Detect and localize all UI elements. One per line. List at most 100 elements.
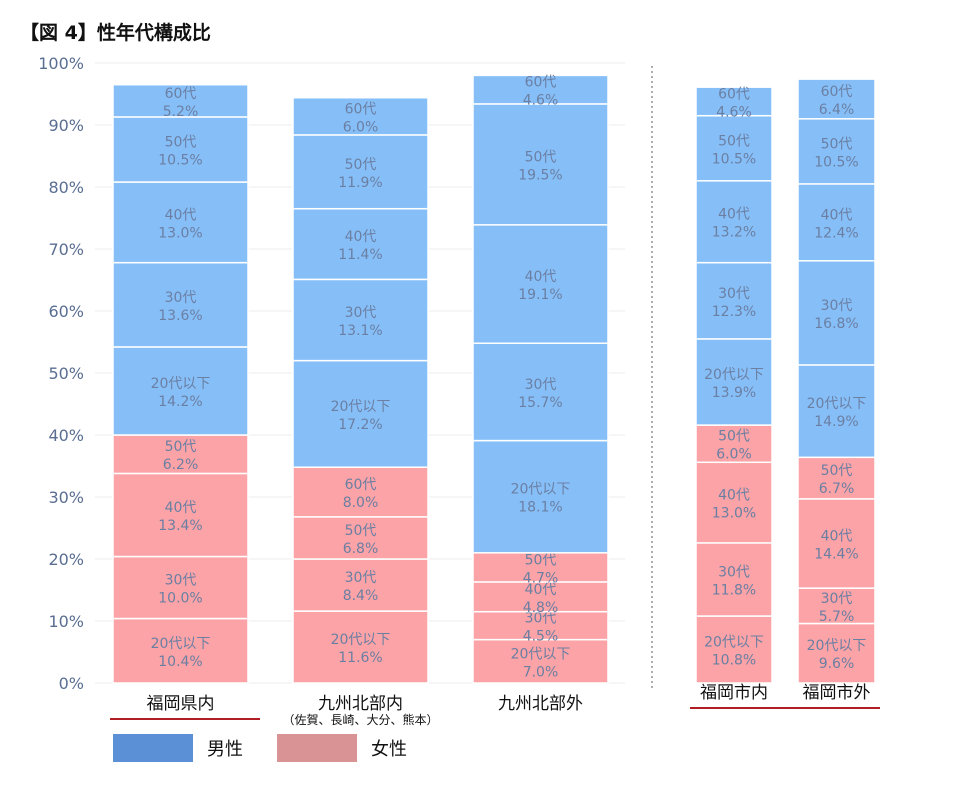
bar-segment-female bbox=[292, 466, 429, 518]
bar-segment-male bbox=[695, 180, 773, 264]
segment-value-label: 14.2% bbox=[158, 394, 202, 410]
segment-age-label: 40代 bbox=[821, 529, 853, 545]
bar-segment-female bbox=[112, 555, 249, 620]
y-tick-label: 50% bbox=[48, 364, 84, 383]
segment-value-label: 13.9% bbox=[712, 385, 756, 401]
bar-segment-male bbox=[292, 207, 429, 281]
bar-segment-male bbox=[797, 183, 876, 262]
segment-value-label: 9.6% bbox=[819, 656, 855, 672]
category-sublabel: （佐賀、長崎、大分、熊本） bbox=[282, 712, 438, 727]
bar-segment-male bbox=[292, 96, 429, 136]
segment-value-label: 7.0% bbox=[523, 664, 559, 680]
bar-segment-male bbox=[292, 278, 429, 362]
bar-segment-male bbox=[112, 346, 249, 436]
bar-segment-female bbox=[112, 472, 249, 558]
segment-value-label: 14.4% bbox=[814, 547, 858, 563]
segment-age-label: 20代以下 bbox=[151, 376, 211, 392]
segment-value-label: 4.5% bbox=[523, 629, 559, 645]
segment-value-label: 4.7% bbox=[523, 570, 559, 586]
bar-segment-female bbox=[695, 615, 773, 684]
bar-segment-female bbox=[797, 587, 876, 625]
segment-value-label: 10.8% bbox=[712, 653, 756, 669]
segment-value-label: 11.9% bbox=[338, 175, 382, 191]
segment-value-label: 8.4% bbox=[343, 588, 379, 604]
bar-segment-female bbox=[292, 516, 429, 560]
bar-segment-male bbox=[292, 134, 429, 210]
segment-age-label: 40代 bbox=[525, 582, 557, 598]
bar-segment-male bbox=[292, 359, 429, 468]
segment-value-label: 10.0% bbox=[158, 591, 202, 607]
segment-value-label: 8.0% bbox=[343, 495, 379, 511]
segment-value-label: 10.5% bbox=[712, 151, 756, 167]
segment-value-label: 13.1% bbox=[338, 323, 382, 339]
bar-segment-male bbox=[112, 261, 249, 348]
segment-age-label: 40代 bbox=[165, 207, 197, 223]
category-label: 九州北部内 bbox=[318, 694, 403, 714]
segment-age-label: 60代 bbox=[718, 86, 750, 102]
segment-age-label: 20代以下 bbox=[807, 396, 867, 412]
bar-segment-male bbox=[797, 118, 876, 185]
segment-value-label: 12.4% bbox=[814, 225, 858, 241]
segment-age-label: 50代 bbox=[718, 133, 750, 149]
bar-segment-male bbox=[695, 86, 773, 117]
segment-value-label: 13.0% bbox=[158, 225, 202, 241]
segment-value-label: 13.2% bbox=[712, 225, 756, 241]
segment-age-label: 40代 bbox=[525, 269, 557, 285]
segment-value-label: 6.0% bbox=[716, 447, 752, 463]
segment-age-label: 30代 bbox=[165, 573, 197, 589]
bar-segment-male bbox=[112, 116, 249, 183]
legend-swatch-male bbox=[113, 734, 193, 762]
y-tick-label: 10% bbox=[48, 612, 84, 631]
legend-swatch-female bbox=[277, 734, 357, 762]
segment-age-label: 40代 bbox=[345, 229, 377, 245]
segment-value-label: 4.6% bbox=[716, 104, 752, 120]
segment-value-label: 15.7% bbox=[518, 395, 562, 411]
segment-age-label: 60代 bbox=[345, 101, 377, 117]
segment-age-label: 30代 bbox=[718, 564, 750, 580]
bar-segment-male bbox=[472, 439, 609, 554]
bar-segment-female bbox=[695, 461, 773, 544]
segment-value-label: 5.7% bbox=[819, 609, 855, 625]
segment-age-label: 20代以下 bbox=[151, 636, 211, 652]
chart-title: 【図 4】性年代構成比 bbox=[20, 22, 211, 44]
segment-age-label: 30代 bbox=[345, 570, 377, 586]
segment-value-label: 19.5% bbox=[518, 167, 562, 183]
segment-age-label: 30代 bbox=[345, 305, 377, 321]
segment-age-label: 40代 bbox=[821, 207, 853, 223]
category-label: 福岡市外 bbox=[803, 683, 871, 703]
segment-age-label: 40代 bbox=[718, 207, 750, 223]
segment-age-label: 20代以下 bbox=[704, 635, 764, 651]
segment-value-label: 11.8% bbox=[712, 582, 756, 598]
segment-age-label: 20代以下 bbox=[704, 367, 764, 383]
category-label: 福岡県内 bbox=[147, 694, 215, 714]
bar-segment-male bbox=[472, 342, 609, 442]
segment-age-label: 50代 bbox=[525, 552, 557, 568]
y-tick-label: 70% bbox=[48, 240, 84, 259]
segment-age-label: 60代 bbox=[165, 86, 197, 102]
bar-segment-male bbox=[112, 181, 249, 264]
y-tick-label: 30% bbox=[48, 488, 84, 507]
segment-age-label: 30代 bbox=[718, 286, 750, 302]
bar-segment-female bbox=[472, 610, 609, 641]
y-tick-label: 60% bbox=[48, 302, 84, 321]
segment-age-label: 20代以下 bbox=[511, 482, 571, 498]
y-tick-label: 100% bbox=[38, 54, 84, 73]
y-tick-label: 20% bbox=[48, 550, 84, 569]
segment-value-label: 10.5% bbox=[158, 152, 202, 168]
segment-age-label: 20代以下 bbox=[331, 399, 391, 415]
bar-segment-female bbox=[797, 622, 876, 684]
segment-age-label: 30代 bbox=[525, 611, 557, 627]
segment-value-label: 14.9% bbox=[814, 414, 858, 430]
bar-segment-male bbox=[472, 224, 609, 344]
bar-segment-female bbox=[112, 617, 249, 684]
segment-value-label: 16.8% bbox=[814, 316, 858, 332]
y-tick-label: 90% bbox=[48, 116, 84, 135]
segment-age-label: 50代 bbox=[165, 439, 197, 455]
segment-value-label: 4.8% bbox=[523, 600, 559, 616]
bar-segment-female bbox=[292, 610, 429, 684]
segment-age-label: 20代以下 bbox=[331, 632, 391, 648]
y-tick-label: 0% bbox=[59, 674, 84, 693]
legend-label-female: 女性 bbox=[371, 739, 407, 760]
segment-age-label: 60代 bbox=[821, 84, 853, 100]
segment-age-label: 30代 bbox=[525, 377, 557, 393]
